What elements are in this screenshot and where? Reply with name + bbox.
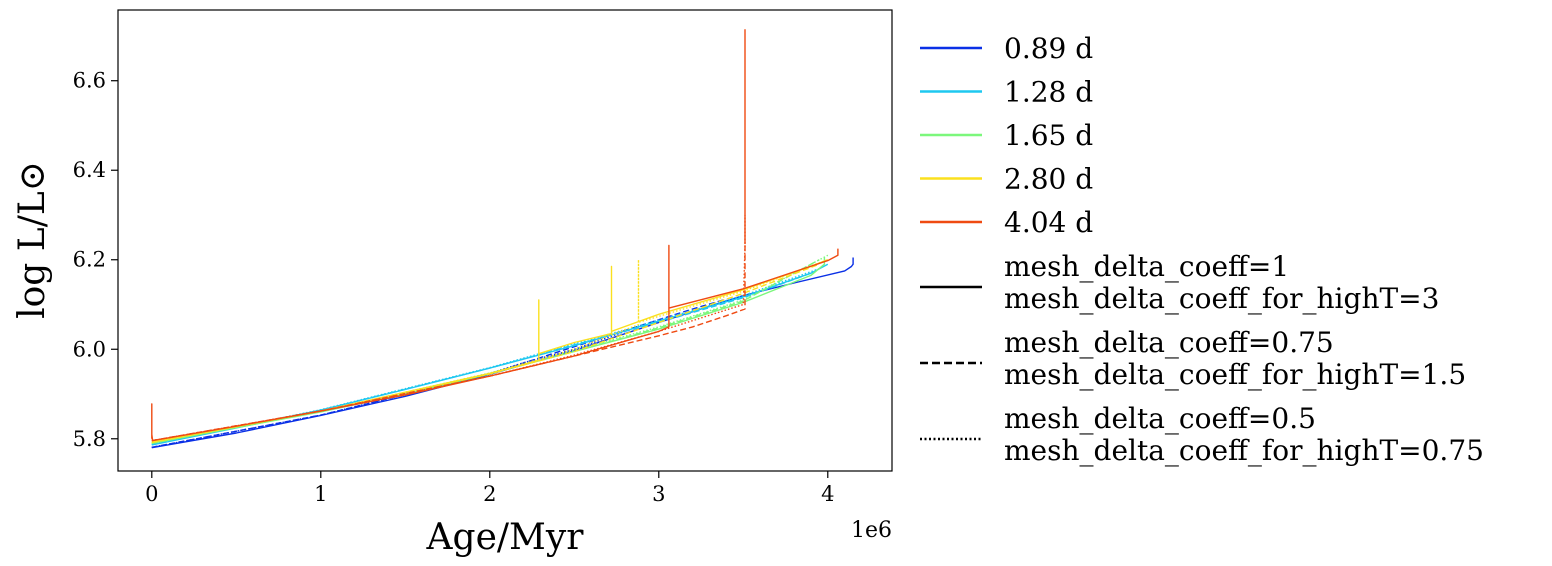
- y-axis-label: log L/L⊙: [12, 161, 53, 319]
- x-tick-label: 3: [652, 482, 665, 506]
- legend-style-label: mesh_delta_coeff=0.75: [1004, 326, 1334, 359]
- series-line-12: [151, 244, 839, 442]
- series-layer: [151, 28, 854, 449]
- series-line-8: [151, 254, 829, 444]
- series-line-14: [151, 215, 746, 442]
- x-axis-ticks: 0 1 2 3 4: [145, 471, 834, 506]
- legend-label: 1.65 d: [1004, 119, 1093, 152]
- plot-frame: [117, 9, 893, 472]
- legend-style-label: mesh_delta_coeff_for_highT=1.5: [1004, 358, 1466, 391]
- series-line-9: [151, 259, 829, 443]
- series-line-6: [151, 257, 826, 444]
- x-axis-label: Age/Myr: [426, 517, 585, 558]
- legend-style-label: mesh_delta_coeff_for_highT=3: [1004, 282, 1439, 315]
- legend-style-label: mesh_delta_coeff=0.5: [1004, 402, 1316, 435]
- x-tick-label: 1: [314, 482, 327, 506]
- legend-style-label: mesh_delta_coeff=1: [1004, 250, 1289, 283]
- series-line-11: [151, 259, 829, 444]
- y-tick-label: 6.0: [73, 337, 106, 361]
- series-line-7: [151, 259, 820, 444]
- y-tick-label: 6.2: [73, 248, 106, 272]
- series-line-1: [151, 298, 727, 448]
- y-tick-label: 6.6: [73, 69, 106, 93]
- y-tick-label: 5.8: [73, 427, 106, 451]
- series-line-0: [151, 257, 854, 449]
- y-tick-label: 6.4: [73, 158, 106, 182]
- series-line-10: [151, 263, 820, 444]
- legend: 0.89 d 1.28 d 1.65 d 2.80 d 4.04 d mesh_delta…: [920, 32, 1484, 467]
- x-tick-label: 4: [821, 482, 834, 506]
- legend-label: 0.89 d: [1004, 32, 1093, 65]
- series-line-13: [151, 28, 746, 442]
- y-axis-ticks: 5.8 6.0 6.2 6.4 6.6: [73, 69, 118, 451]
- legend-style-label: mesh_delta_coeff_for_highT=0.75: [1004, 434, 1484, 467]
- series-line-3: [151, 263, 829, 446]
- legend-label: 4.04 d: [1004, 206, 1093, 239]
- legend-label: 2.80 d: [1004, 163, 1093, 196]
- legend-label: 1.28 d: [1004, 76, 1093, 109]
- x-tick-label: 2: [483, 482, 496, 506]
- x-offset-text: 1e6: [851, 518, 892, 543]
- x-tick-label: 0: [145, 482, 158, 506]
